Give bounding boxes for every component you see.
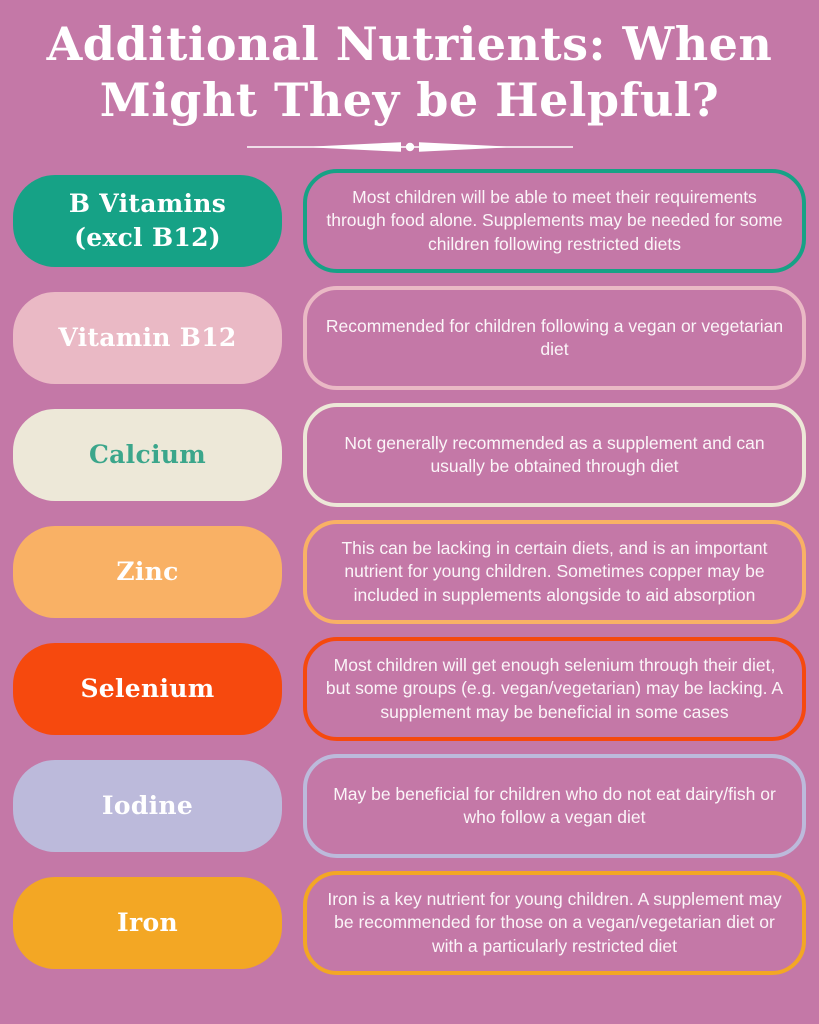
nutrient-label-vitamin-b12: Vitamin B12	[13, 292, 282, 385]
nutrient-description-box-selenium: Most children will get enough selenium t…	[303, 637, 806, 742]
nutrient-description-box-iodine: May be beneficial for children who do no…	[303, 754, 806, 859]
nutrient-label-iron: Iron	[13, 877, 282, 970]
nutrient-label-b-vitamins: B Vitamins (excl B12)	[13, 175, 282, 268]
nutrient-row-iron: Iron Iron is a key nutrient for young ch…	[13, 871, 806, 976]
page-title-line-1: Additional Nutrients: When	[46, 17, 773, 71]
nutrient-name: Vitamin B12	[58, 323, 237, 353]
nutrient-label-iodine: Iodine	[13, 760, 282, 853]
nutrient-description: Most children will get enough selenium t…	[325, 654, 784, 723]
nutrient-name: Iron	[117, 908, 178, 938]
nutrient-row-vitamin-b12: Vitamin B12 Recommended for children fol…	[13, 286, 806, 391]
nutrient-label-selenium: Selenium	[13, 643, 282, 736]
nutrient-row-selenium: Selenium Most children will get enough s…	[13, 637, 806, 742]
nutrient-label-calcium: Calcium	[13, 409, 282, 502]
nutrient-description-box-b-vitamins: Most children will be able to meet their…	[303, 169, 806, 274]
nutrient-description-box-iron: Iron is a key nutrient for young childre…	[303, 871, 806, 976]
nutrient-description: Not generally recommended as a supplemen…	[344, 432, 765, 477]
ornament-divider-icon	[246, 142, 573, 153]
nutrient-description-box-vitamin-b12: Recommended for children following a veg…	[303, 286, 806, 391]
nutrient-row-zinc: Zinc This can be lacking in certain diet…	[13, 520, 806, 625]
nutrient-table: B Vitamins (excl B12) Most children will…	[13, 169, 806, 976]
nutrient-row-iodine: Iodine May be beneficial for children wh…	[13, 754, 806, 859]
nutrient-description: Iron is a key nutrient for young childre…	[327, 888, 782, 957]
page-title: Additional Nutrients: When Might They be…	[13, 16, 806, 128]
nutrient-label-zinc: Zinc	[13, 526, 282, 619]
nutrient-description: May be beneficial for children who do no…	[333, 783, 776, 828]
nutrient-row-calcium: Calcium Not generally recommended as a s…	[13, 403, 806, 508]
nutrient-row-b-vitamins: B Vitamins (excl B12) Most children will…	[13, 169, 806, 274]
page-title-line-2: Might They be Helpful?	[99, 73, 720, 128]
nutrient-name: Selenium	[80, 674, 215, 704]
nutrient-name: B Vitamins (excl B12)	[68, 189, 227, 253]
nutrient-description: Recommended for children following a veg…	[325, 315, 784, 360]
nutrient-description-box-zinc: This can be lacking in certain diets, an…	[303, 520, 806, 625]
nutrient-name: Calcium	[88, 440, 207, 470]
nutrient-description: Most children will be able to meet their…	[326, 186, 783, 255]
nutrient-description: This can be lacking in certain diets, an…	[341, 537, 768, 606]
nutrient-name: Zinc	[116, 557, 179, 587]
header: Additional Nutrients: When Might They be…	[13, 16, 806, 155]
nutrient-name: Iodine	[101, 791, 194, 821]
nutrient-description-box-calcium: Not generally recommended as a supplemen…	[303, 403, 806, 508]
